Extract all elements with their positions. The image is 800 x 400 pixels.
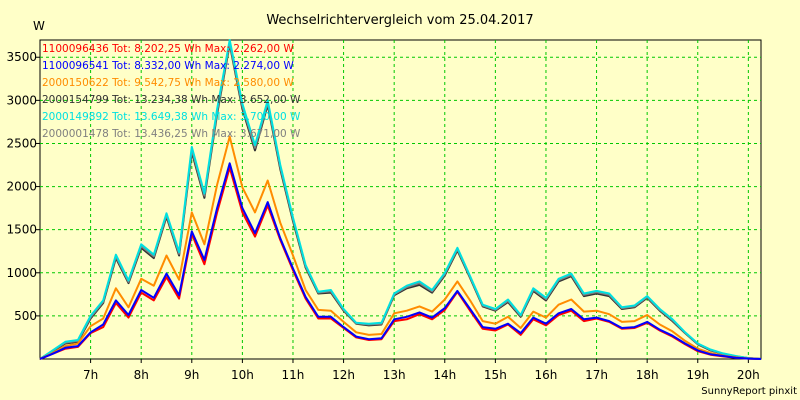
y-tick-label: 3500 [6, 50, 37, 64]
x-tick-label: 9h [184, 368, 199, 382]
y-ticks: 500 1000 1500 2000 2500 3000 3500 [6, 50, 40, 323]
y-axis-label: W [33, 19, 45, 33]
legend-entry-1100096436: 1100096436 Tot: 8.202,25 Wh Max: 2.262,0… [42, 43, 294, 55]
x-tick-label: 14h [433, 368, 456, 382]
x-tick-label: 19h [686, 368, 709, 382]
series-line-2000149892 [39, 39, 762, 360]
y-tick-label: 2000 [6, 180, 37, 194]
x-ticks: 7h 8h 9h 10h 11h 12h 13h 14h 15h 16h 17h 18h 19h 20h [83, 359, 760, 382]
x-tick-label: 20h [737, 368, 760, 382]
legend-entry-2000149892: 2000149892 Tot: 13.649,38 Wh Max: 3.700,… [42, 111, 301, 123]
x-tick-label: 8h [134, 368, 149, 382]
x-tick-label: 11h [282, 368, 305, 382]
y-tick-label: 1500 [6, 223, 37, 237]
x-tick-label: 13h [383, 368, 406, 382]
x-tick-label: 7h [83, 368, 98, 382]
x-tick-label: 10h [231, 368, 254, 382]
plot-area [39, 39, 762, 360]
x-tick-label: 18h [636, 368, 659, 382]
x-tick-label: 12h [332, 368, 355, 382]
legend-entry-2000150622: 2000150622 Tot: 9.542,75 Wh Max: 2.580,0… [42, 77, 294, 89]
x-tick-label: 16h [535, 368, 558, 382]
y-tick-label: 1000 [6, 266, 37, 280]
x-tick-label: 15h [484, 368, 507, 382]
chart-title: Wechselrichtervergleich vom 25.04.2017 [266, 13, 533, 28]
legend-entry-2000001478: 2000001478 Tot: 13.436,25 Wh Max: 3.671,… [42, 128, 301, 140]
legend-entry-1100096541: 1100096541 Tot: 8.332,00 Wh Max: 2.274,0… [42, 60, 294, 72]
y-tick-label: 500 [14, 309, 37, 323]
legend-entry-2000154799: 2000154799 Tot: 13.234,38 Wh Max: 3.652,… [42, 94, 301, 106]
y-tick-label: 2500 [6, 136, 37, 150]
series-lines [39, 39, 762, 360]
y-tick-label: 3000 [6, 93, 37, 107]
footer-text: SunnyReport pinxit [701, 386, 797, 397]
x-tick-label: 17h [585, 368, 608, 382]
legend: 1100096436 Tot: 8.202,25 Wh Max: 2.262,0… [42, 43, 301, 140]
series-line-1100096541 [39, 162, 762, 360]
series-line-2000150622 [39, 135, 762, 360]
